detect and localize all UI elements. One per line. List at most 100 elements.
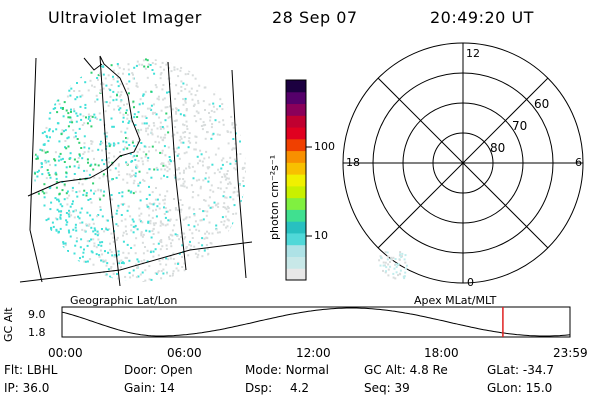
aurora-pixel: [121, 191, 124, 194]
polar-aurora-pixel: [399, 269, 402, 272]
aurora-pixel: [134, 158, 137, 161]
aurora-pixel: [213, 93, 216, 96]
aurora-pixel: [78, 217, 81, 220]
aurora-pixel: [175, 112, 178, 115]
aurora-pixel: [191, 74, 194, 77]
aurora-pixel: [148, 207, 151, 210]
aurora-pixel: [148, 193, 151, 196]
aurora-pixel: [102, 173, 105, 176]
aurora-pixel: [227, 142, 230, 145]
aurora-pixel: [63, 101, 66, 104]
aurora-pixel: [67, 116, 70, 119]
aurora-pixel: [70, 110, 72, 113]
aurora-pixel: [169, 257, 172, 260]
aurora-pixel: [55, 177, 58, 180]
aurora-pixel: [179, 135, 182, 138]
aurora-pixel: [87, 117, 90, 120]
aurora-pixel: [122, 262, 125, 265]
aurora-pixel: [84, 81, 87, 84]
aurora-pixel: [79, 246, 82, 249]
aurora-pixel: [180, 208, 183, 211]
aurora-pixel: [99, 89, 102, 92]
colorbar-step: [286, 197, 306, 210]
aurora-pixel: [83, 151, 86, 154]
aurora-pixel: [218, 231, 221, 234]
aurora-pixel: [202, 210, 205, 213]
aurora-pixel: [165, 112, 168, 115]
aurora-pixel: [150, 176, 153, 179]
polar-aurora-pixel: [389, 265, 392, 268]
aurora-pixel: [98, 254, 101, 256]
aurora-pixel: [68, 165, 71, 168]
aurora-pixel: [177, 178, 180, 181]
aurora-pixel: [81, 124, 84, 126]
aurora-pixel: [223, 173, 226, 176]
aurora-pixel: [74, 223, 77, 226]
aurora-pixel: [205, 172, 208, 175]
aurora-pixel: [211, 163, 214, 166]
aurora-pixel: [184, 131, 187, 133]
aurora-pixel: [188, 228, 191, 231]
aurora-pixel: [109, 89, 112, 92]
aurora-pixel: [78, 141, 81, 144]
aurora-pixel: [46, 150, 49, 153]
aurora-pixel: [200, 125, 203, 127]
aurora-pixel: [137, 184, 140, 187]
aurora-pixel: [222, 195, 225, 198]
aurora-pixel: [125, 137, 127, 139]
aurora-pixel: [93, 113, 96, 116]
aurora-pixel: [134, 172, 137, 175]
aurora-pixel: [151, 191, 154, 194]
polar-aurora-pixel: [398, 258, 401, 261]
aurora-pixel: [178, 139, 181, 142]
aurora-pixel: [186, 125, 188, 128]
aurora-pixel: [135, 263, 137, 266]
aurora-pixel: [71, 203, 74, 205]
aurora-pixel: [62, 115, 65, 118]
info-value: LBHL: [26, 363, 58, 377]
aurora-pixel: [113, 155, 116, 158]
aurora-pixel: [203, 157, 206, 160]
aurora-pixel: [194, 148, 197, 151]
aurora-pixel: [73, 165, 76, 168]
aurora-pixel: [201, 255, 204, 258]
aurora-pixel: [136, 60, 139, 63]
aurora-pixel: [78, 153, 81, 156]
aurora-pixel: [70, 119, 73, 122]
aurora-pixel: [221, 103, 224, 105]
colorbar-step: [286, 80, 306, 93]
aurora-pixel: [204, 123, 207, 126]
aurora-pixel: [126, 117, 129, 120]
colorbar-step: [286, 138, 306, 152]
aurora-pixel: [232, 222, 235, 225]
aurora-pixel: [201, 237, 204, 240]
aurora-pixel: [35, 157, 38, 160]
aurora-pixel: [146, 127, 149, 130]
aurora-pixel: [122, 231, 125, 234]
aurora-pixel: [92, 168, 95, 171]
aurora-pixel: [95, 94, 98, 97]
aurora-pixel: [156, 97, 159, 100]
coastline: [83, 57, 103, 71]
aurora-pixel: [99, 74, 102, 77]
aurora-pixel: [167, 258, 170, 261]
aurora-pixel: [138, 214, 141, 217]
aurora-pixel: [123, 202, 126, 205]
aurora-pixel: [145, 198, 148, 200]
aurora-pixel: [103, 190, 106, 193]
aurora-pixel: [73, 108, 75, 111]
aurora-pixel: [106, 175, 109, 178]
aurora-pixel: [81, 221, 84, 224]
aurora-pixel: [67, 229, 70, 232]
aurora-pixel: [193, 225, 196, 228]
meridian-line: [231, 69, 247, 279]
aurora-pixel: [76, 237, 78, 240]
aurora-pixel: [71, 121, 74, 124]
aurora-pixel: [129, 152, 132, 155]
polar-aurora-pixel: [398, 272, 401, 275]
aurora-pixel: [56, 122, 59, 125]
polar-aurora-pixels: [378, 251, 408, 280]
aurora-pixel: [128, 120, 131, 123]
aurora-pixel: [203, 210, 206, 213]
